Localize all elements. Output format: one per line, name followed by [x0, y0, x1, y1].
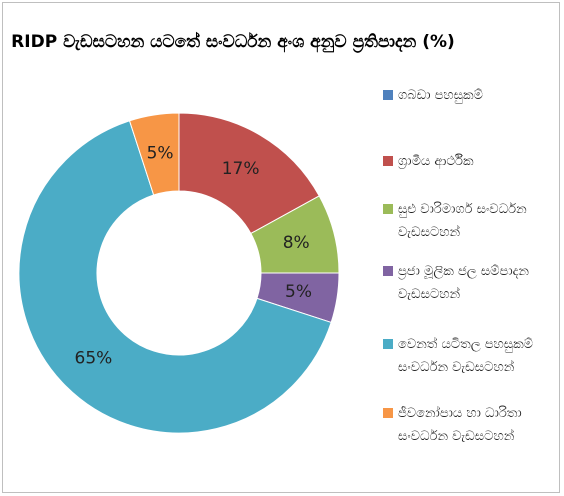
data-label: 8%: [283, 233, 310, 253]
slice: [18, 120, 332, 434]
legend-item: ජීවනෝපාය හා ධාරිතා සංවර්ධන වැඩසටහන්: [383, 402, 543, 448]
legend-item: සුළු වාරිමාර්ග සංවර්ධන වැඩසටහන්: [383, 198, 543, 244]
legend-label: වෙනත් යටිතල පහසුකම් සංවර්ධන වැඩසටහන්: [398, 337, 534, 375]
slice: [178, 112, 320, 235]
chart-frame: [2, 2, 560, 493]
chart-title: RIDP වැඩසටහන යටතේ සංවර්ධන අංශ අනුව ප්‍රත…: [11, 32, 455, 52]
data-label: 5%: [285, 282, 312, 302]
data-label: 5%: [147, 143, 174, 163]
legend-swatch: [383, 408, 393, 418]
legend-label: ජීවනෝපාය හා ධාරිතා සංවර්ධන වැඩසටහන්: [398, 406, 522, 444]
legend-item: ප්‍රජා මූලික ජල සම්පාදන වැඩසටහන්: [383, 260, 543, 306]
legend-label: ග්‍රාමීය ආර්ථික: [398, 154, 474, 169]
slice: [128, 112, 180, 196]
legend-swatch: [383, 156, 393, 166]
legend-label: ප්‍රජා මූලික ජල සම්පාදන වැඩසටහන්: [398, 264, 529, 302]
legend-item: වෙනත් යටිතල පහසුකම් සංවර්ධන වැඩසටහන්: [383, 333, 543, 379]
legend-label: සුළු වාරිමාර්ග සංවර්ධන වැඩසටහන්: [398, 202, 527, 240]
legend-swatch: [383, 339, 393, 349]
legend-swatch: [383, 90, 393, 100]
legend-item: ගබඩා පහසුකම්: [383, 84, 543, 107]
legend-swatch: [383, 266, 393, 276]
legend-item: ග්‍රාමීය ආර්ථික: [383, 150, 543, 173]
data-label: 65%: [75, 349, 113, 369]
legend-label: ගබඩා පහසුකම්: [398, 88, 483, 103]
legend-swatch: [383, 204, 393, 214]
data-label: 17%: [222, 159, 260, 179]
